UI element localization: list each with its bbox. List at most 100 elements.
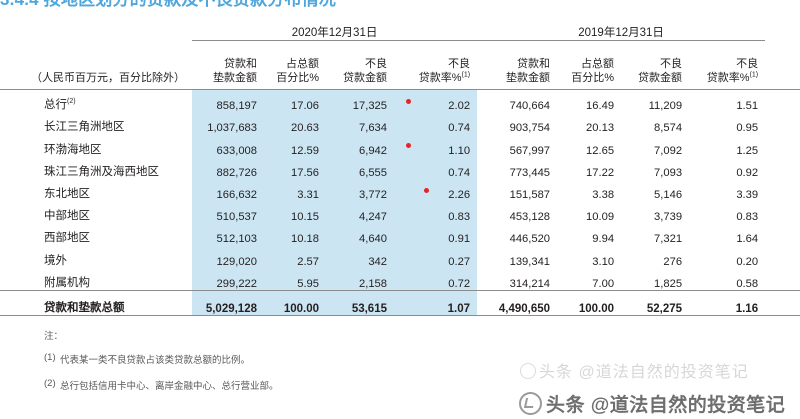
col-header-line2: 垫款金额 <box>506 72 551 84</box>
cell-2019-npl-rate: 0.83 <box>736 211 759 224</box>
total-2019-pct: 100.00 <box>578 302 615 315</box>
cell-2020-loans: 510,537 <box>192 200 264 224</box>
cell-2019-npl-rate: 1.51 <box>736 100 759 113</box>
cell-2019-pct: 12.65 <box>586 144 615 157</box>
col-header-2020-npl-rate: 不良 贷款率%(1) <box>394 41 477 90</box>
row-label-footnote: (2) <box>67 98 76 106</box>
col-header-line1: 不良 <box>448 58 471 70</box>
cell-2019-npl: 11,209 <box>648 100 683 113</box>
cell-2020-npl: 7,634 <box>326 112 394 135</box>
col-header-line1: 不良 <box>365 58 387 70</box>
cell-2020-npl-rate: 0.91 <box>394 223 478 246</box>
cell-2019-pct: 9.94 <box>592 233 615 246</box>
cell-2020-npl: 2,158 <box>326 267 394 290</box>
cell-2020-pct: 3.31 <box>264 178 326 201</box>
row-spacer <box>765 201 800 223</box>
cell-value: 0.27 <box>448 255 471 268</box>
footnote-item: (2) 总行包括信用卡中心、离岸金融中心、总行营业部。 <box>0 378 800 392</box>
row-spacer <box>765 157 800 179</box>
col-header-line1: 不良 <box>736 58 759 70</box>
total-rule-bottom <box>0 314 800 316</box>
cell-value: 0.83 <box>448 211 471 224</box>
col-header-line1: 贷款和 <box>224 58 257 70</box>
row-spacer <box>765 134 800 156</box>
footnote-marker: (1) <box>749 71 759 79</box>
col-header-2020-loans: 贷款和 垫款金额 <box>192 41 264 90</box>
cell-2019-npl-rate: 0.58 <box>736 277 759 290</box>
alert-dot-icon <box>424 187 429 193</box>
row-label: 东北地区 <box>0 179 192 201</box>
cell-2020-npl: 4,640 <box>326 223 394 246</box>
cell-value: 0.91 <box>448 233 471 246</box>
group-header-2020: 2020年12月31日 <box>192 18 478 41</box>
cell-2020-npl-rate: 0.74 <box>394 112 478 135</box>
cell-2020-loans: 166,632 <box>192 178 264 201</box>
col-header-line2: 贷款金额 <box>638 72 683 84</box>
loan-distribution-table: 2020年12月31日 2019年12月31日 （人民币百万元，百分比除外） 贷… <box>0 18 800 316</box>
footnotes: 注： (1) 代表某一类不良贷款占该类贷款总额的比例。 (2) 总行包括信用卡中… <box>0 328 800 404</box>
col-header-line1: 占总额 <box>581 58 615 70</box>
watermark-toutiao: 头条 @道法自然的投资笔记 <box>519 390 785 417</box>
cell-2020-loans: 299,222 <box>192 267 264 290</box>
cell-2019-pct: 20.13 <box>586 122 615 135</box>
row-label-text: 长江三角洲地区 <box>44 121 125 134</box>
col-header-2019-npl: 不良 贷款金额 <box>621 41 689 90</box>
watermark-faint: 头条 @道法自然的投资笔记 <box>520 358 749 382</box>
footnotes-heading: 注： <box>44 331 64 342</box>
col-header-2019-loans: 贷款和 垫款金额 <box>477 41 557 90</box>
table-total-row: 贷款和垫款总额 5,029,128 100.00 53,615 1.07 4,4… <box>0 290 800 315</box>
cell-2020-npl: 342 <box>326 245 394 268</box>
cell-2020-pct: 17.06 <box>264 89 326 113</box>
col-header-line1: 不良 <box>660 58 683 70</box>
cell-2020-pct: 12.59 <box>264 134 326 157</box>
cell-2019-pct: 3.38 <box>592 188 615 201</box>
cell-2020-loans: 882,726 <box>192 156 264 179</box>
cell-2019-loans: 139,341 <box>509 255 551 268</box>
cell-2020-loans: 633,008 <box>192 134 264 157</box>
row-label-text: 中部地区 <box>44 210 90 223</box>
cell-2019-loans: 314,214 <box>509 277 551 290</box>
cell-2020-pct: 5.95 <box>264 267 326 290</box>
total-spacer <box>765 290 800 315</box>
cell-2020-npl-rate: 1.10 <box>394 134 478 157</box>
col-header-2020-pct: 占总额 百分比% <box>264 41 326 90</box>
cell-2019-loans: 773,445 <box>509 166 551 179</box>
group-header-2019: 2019年12月31日 <box>477 18 766 41</box>
row-label-text: 总行 <box>44 99 67 112</box>
cell-value: 0.74 <box>448 122 471 135</box>
cell-2019-npl: 7,321 <box>654 233 683 246</box>
watermark-main-text: 头条 @道法自然的投资笔记 <box>546 395 786 416</box>
cell-2020-npl: 6,555 <box>326 156 394 179</box>
cell-2019-loans: 567,997 <box>509 144 551 157</box>
cell-2020-npl-rate: 0.83 <box>394 200 478 224</box>
table-row: 中部地区 510,537 10.15 4,247 0.83 453,128 10… <box>0 200 800 224</box>
row-label-text: 西部地区 <box>44 232 90 245</box>
footnote-number: (1) <box>44 352 56 363</box>
total-label: 贷款和垫款总额 <box>44 301 125 314</box>
cell-2020-npl-rate: 0.72 <box>394 267 478 290</box>
table-row: 东北地区 166,632 3.31 3,772 2.26 151,587 3.3… <box>0 178 800 201</box>
row-label: 环渤海地区 <box>0 134 192 156</box>
col-header-2020-npl: 不良 贷款金额 <box>326 41 394 90</box>
total-2020-npl: 53,615 <box>326 290 394 315</box>
table-row: 长江三角洲地区 1,037,683 20.63 7,634 0.74 903,7… <box>0 112 800 135</box>
cell-value: 0.74 <box>448 166 471 179</box>
cell-2019-npl: 7,093 <box>654 166 683 179</box>
cell-2019-npl-rate: 0.92 <box>736 166 759 179</box>
cell-value: 2.26 <box>448 188 471 201</box>
cell-2020-npl: 6,942 <box>326 134 394 157</box>
table-row: 境外 129,020 2.57 342 0.27 139,341 3.10 27… <box>0 245 800 268</box>
cell-2019-npl-rate: 3.39 <box>736 188 759 201</box>
table-column-header-row: （人民币百万元，百分比除外） 贷款和 垫款金额 占总额 百分比% 不良 贷款金额… <box>0 41 800 90</box>
cell-2019-loans: 453,128 <box>509 211 551 224</box>
cell-2019-npl-rate: 1.64 <box>736 233 759 246</box>
cell-2020-pct: 2.57 <box>264 245 326 268</box>
cell-2020-loans: 512,103 <box>192 223 264 246</box>
table-row: 珠江三角洲及海西地区 882,726 17.56 6,555 0.74 773,… <box>0 156 800 179</box>
total-2020-pct: 100.00 <box>264 290 326 315</box>
cell-2019-pct: 7.00 <box>592 277 615 290</box>
cell-2020-pct: 10.18 <box>264 223 326 246</box>
unit-note: （人民币百万元，百分比除外） <box>31 72 185 84</box>
cell-2020-pct: 10.15 <box>264 200 326 224</box>
cell-value: 2.02 <box>448 100 471 113</box>
